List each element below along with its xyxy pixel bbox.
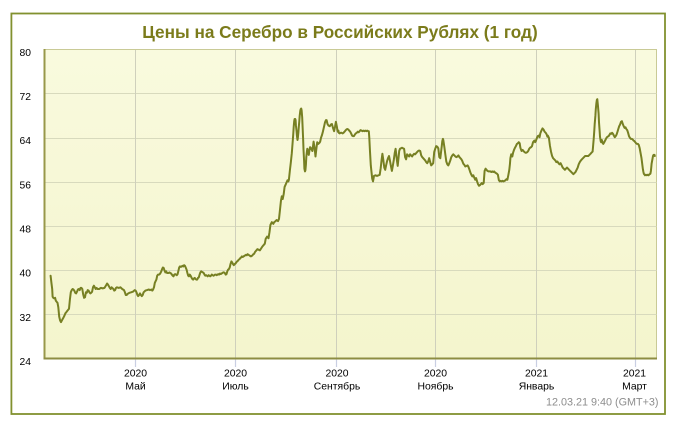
svg-text:72: 72: [20, 92, 32, 103]
svg-text:48: 48: [20, 225, 32, 236]
svg-text:2020: 2020: [424, 369, 447, 380]
svg-text:80: 80: [20, 48, 32, 59]
svg-text:24: 24: [20, 357, 32, 368]
svg-text:Июль: Июль: [222, 382, 249, 393]
svg-text:Январь: Январь: [519, 382, 555, 393]
svg-text:64: 64: [20, 136, 32, 147]
svg-text:Май: Май: [125, 382, 146, 393]
svg-text:12.03.21 9:40 (GMT+3): 12.03.21 9:40 (GMT+3): [546, 396, 659, 408]
svg-text:32: 32: [20, 313, 32, 324]
svg-text:Цены на Серебро в Российских Р: Цены на Серебро в Российских Рублях (1 г…: [142, 22, 537, 42]
svg-text:2020: 2020: [224, 369, 247, 380]
svg-text:Март: Март: [622, 382, 647, 393]
svg-text:56: 56: [20, 180, 32, 191]
svg-text:Ноябрь: Ноябрь: [417, 381, 453, 393]
svg-text:2020: 2020: [124, 369, 147, 380]
svg-text:40: 40: [20, 269, 32, 280]
svg-text:2021: 2021: [525, 369, 548, 380]
svg-text:2020: 2020: [325, 369, 348, 380]
svg-text:2021: 2021: [623, 369, 646, 380]
svg-text:Сентябрь: Сентябрь: [314, 381, 361, 393]
